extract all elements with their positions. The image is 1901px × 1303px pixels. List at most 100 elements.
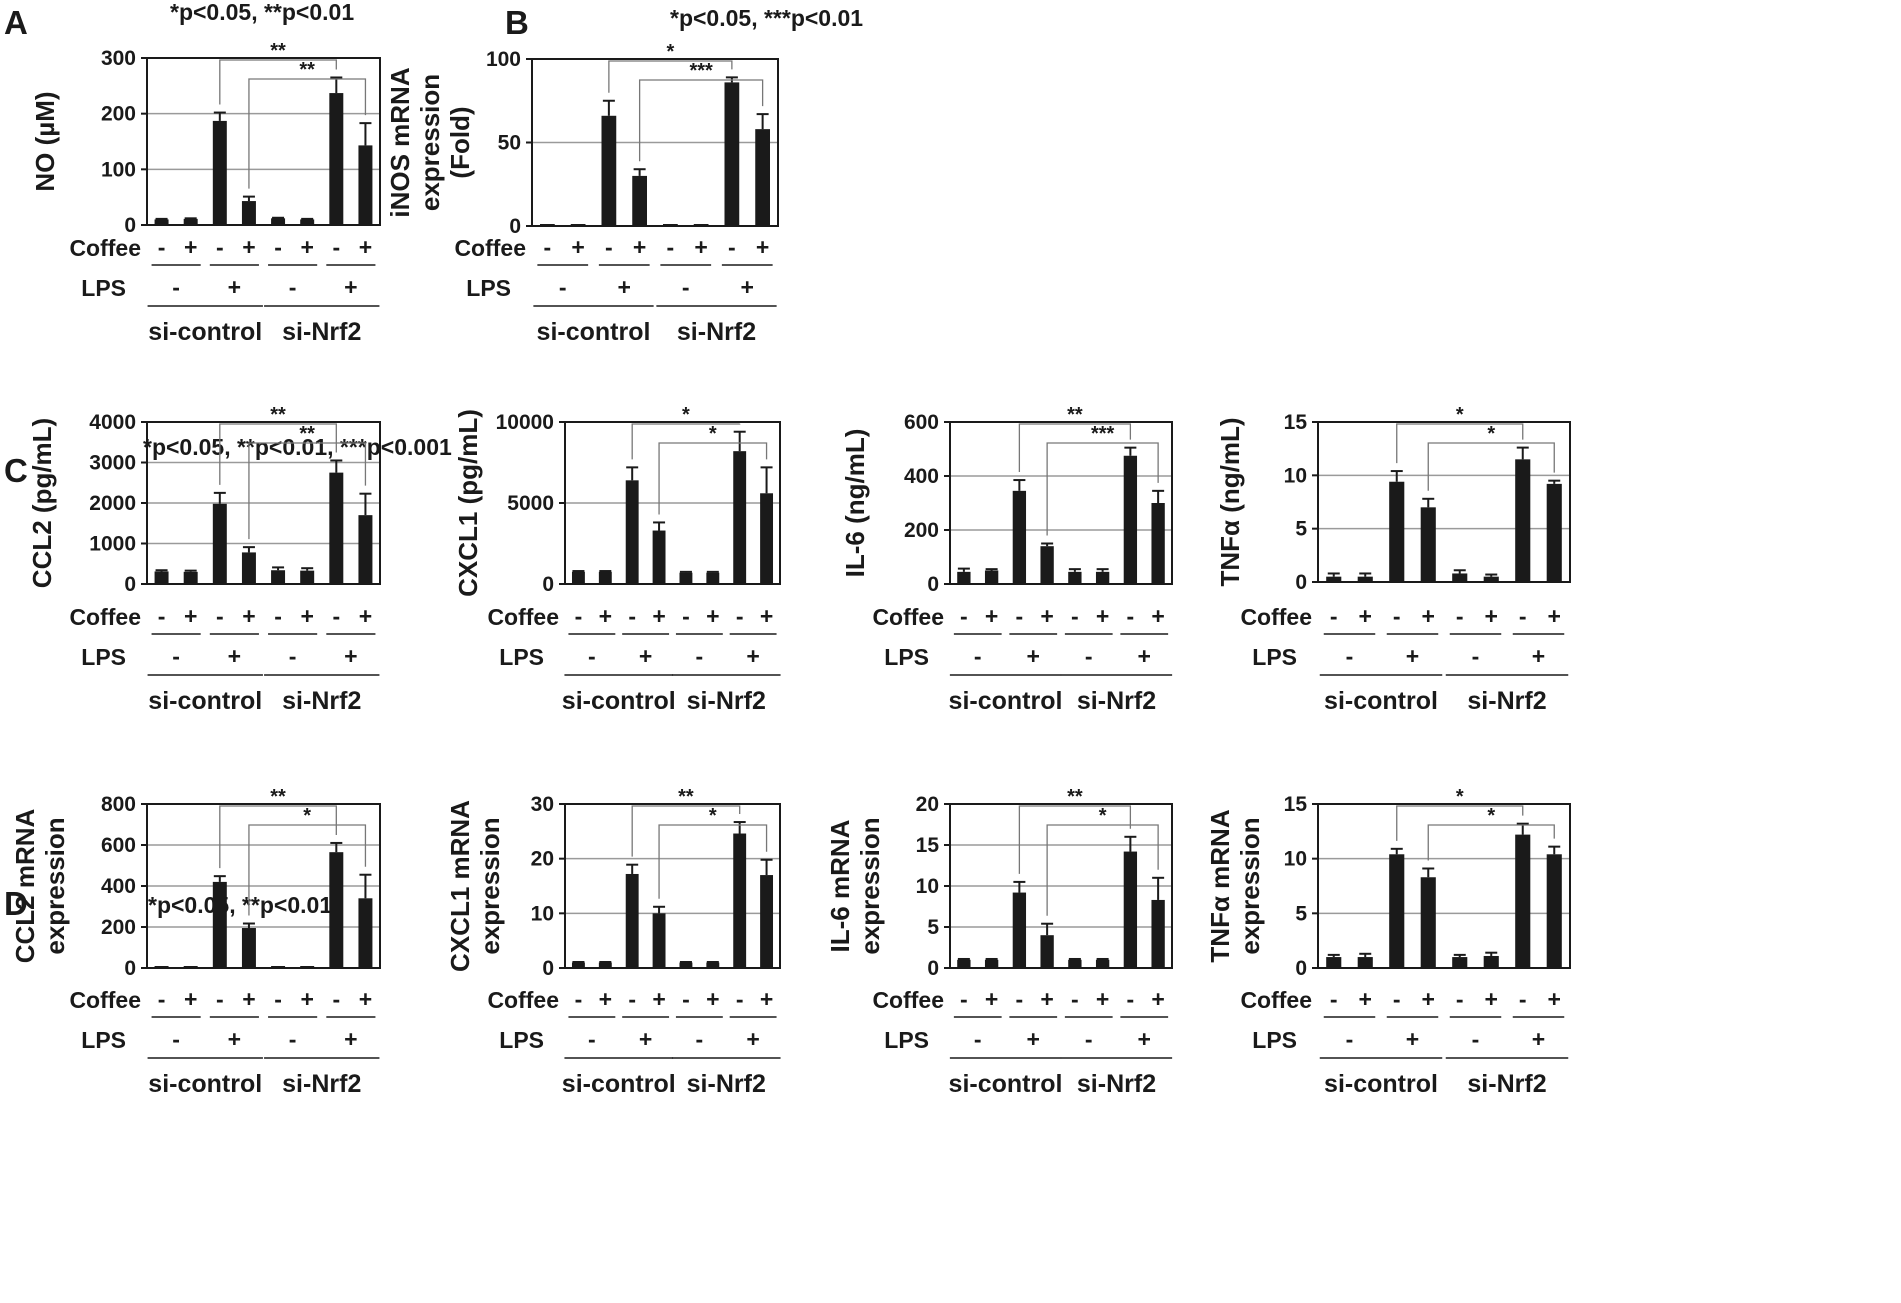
bar bbox=[652, 530, 666, 584]
bar bbox=[271, 570, 286, 584]
panel-letter-b: B bbox=[505, 4, 529, 41]
bar bbox=[1068, 571, 1082, 584]
bar bbox=[662, 224, 678, 226]
bar bbox=[1012, 892, 1027, 968]
significance-bracket bbox=[638, 79, 764, 162]
bar bbox=[1389, 854, 1405, 968]
group-label-si-nrf2: si-Nrf2 bbox=[687, 1070, 766, 1098]
bar bbox=[1483, 955, 1499, 968]
y-tick-label: 15 bbox=[1284, 411, 1308, 434]
bar bbox=[329, 93, 344, 225]
y-axis-label: TNFα mRNAexpression bbox=[1205, 809, 1265, 962]
significance-note-a: *p<0.05, **p<0.01 bbox=[170, 0, 354, 25]
y-tick-label: 10000 bbox=[496, 411, 554, 434]
coffee-plus-sign: + bbox=[184, 234, 197, 260]
group-label-si-nrf2: si-Nrf2 bbox=[1467, 687, 1546, 715]
y-axis-label: NO (µM) bbox=[30, 91, 60, 191]
y-tick-label: 4000 bbox=[89, 411, 136, 434]
coffee-plus-sign: + bbox=[652, 986, 665, 1012]
coffee-minus-sign: - bbox=[332, 986, 340, 1012]
coffee-minus-sign: - bbox=[1127, 603, 1135, 629]
y-tick-label: 0 bbox=[1295, 957, 1307, 980]
significance-bracket bbox=[248, 442, 367, 540]
y-tick-label: 0 bbox=[927, 957, 939, 980]
significance-bracket bbox=[1018, 805, 1132, 874]
coffee-minus-sign: - bbox=[158, 603, 166, 629]
bar bbox=[539, 224, 555, 226]
bar bbox=[329, 852, 344, 968]
y-tick-label: 10 bbox=[1284, 464, 1307, 487]
lps-minus-sign: - bbox=[1085, 1026, 1093, 1052]
significance-stars: * bbox=[1487, 423, 1495, 445]
lps-minus-sign: - bbox=[172, 1026, 180, 1052]
bar bbox=[625, 873, 639, 968]
coffee-minus-sign: - bbox=[1330, 986, 1338, 1012]
significance-bracket bbox=[658, 442, 768, 515]
coffee-plus-sign: + bbox=[694, 234, 707, 260]
bar bbox=[760, 875, 774, 968]
coffee-plus-sign: + bbox=[1096, 603, 1109, 629]
group-label-si-control: si-control bbox=[148, 318, 262, 346]
y-axis-label: TNFα (ng/mL) bbox=[1215, 417, 1245, 586]
significance-bracket bbox=[608, 60, 733, 93]
coffee-minus-sign: - bbox=[1330, 603, 1338, 629]
coffee-plus-sign: + bbox=[1422, 603, 1435, 629]
y-tick-label: 20 bbox=[531, 848, 554, 871]
y-tick-label: 0 bbox=[542, 573, 554, 596]
bar bbox=[571, 571, 585, 584]
y-axis-label-line: expression bbox=[475, 817, 505, 954]
bar bbox=[241, 928, 256, 968]
y-tick-label: 10 bbox=[916, 875, 939, 898]
coffee-plus-sign: + bbox=[1485, 603, 1498, 629]
significance-bracket bbox=[1046, 824, 1159, 916]
y-tick-label: 10 bbox=[531, 902, 554, 925]
bar bbox=[241, 201, 256, 225]
coffee-minus-sign: - bbox=[1393, 603, 1401, 629]
bar bbox=[1151, 899, 1165, 968]
y-axis-label-line: NO (µM) bbox=[30, 91, 60, 191]
group-label-si-control: si-control bbox=[949, 1070, 1063, 1098]
y-axis-label-line: CXCL1 mRNA bbox=[445, 800, 475, 972]
coffee-plus-sign: + bbox=[760, 603, 773, 629]
coffee-minus-sign: - bbox=[628, 986, 636, 1012]
bar bbox=[571, 962, 585, 968]
y-tick-label: 300 bbox=[101, 47, 136, 70]
group-label-si-nrf2: si-Nrf2 bbox=[1077, 1070, 1156, 1098]
lps-plus-sign: + bbox=[1532, 1026, 1545, 1052]
coffee-row-label: Coffee bbox=[69, 235, 141, 261]
bar bbox=[957, 571, 971, 584]
lps-row-label: LPS bbox=[1252, 644, 1297, 670]
lps-plus-sign: + bbox=[228, 274, 241, 300]
coffee-minus-sign: - bbox=[1393, 986, 1401, 1012]
coffee-plus-sign: + bbox=[571, 234, 584, 260]
significance-note-b: *p<0.05, ***p<0.01 bbox=[670, 5, 863, 31]
significance-note-c: *p<0.05, **p<0.01, ***p<0.001 bbox=[143, 434, 452, 460]
bar bbox=[1123, 455, 1138, 584]
lps-plus-sign: + bbox=[618, 274, 631, 300]
bar bbox=[154, 571, 169, 584]
coffee-plus-sign: + bbox=[184, 986, 197, 1012]
bar bbox=[1420, 507, 1436, 582]
y-axis-label-line: iNOS mRNA bbox=[385, 67, 415, 217]
lps-plus-sign: + bbox=[1138, 1026, 1151, 1052]
lps-plus-sign: + bbox=[228, 1026, 241, 1052]
lps-plus-sign: + bbox=[228, 643, 241, 669]
y-axis-label-line: expression bbox=[40, 817, 70, 954]
y-axis-label-line: expression bbox=[855, 817, 885, 954]
coffee-minus-sign: - bbox=[1456, 603, 1464, 629]
significance-stars: * bbox=[709, 805, 717, 827]
lps-minus-sign: - bbox=[289, 1026, 297, 1052]
y-tick-label: 2000 bbox=[89, 492, 136, 515]
y-tick-label: 400 bbox=[904, 465, 939, 488]
bar bbox=[598, 962, 612, 968]
coffee-minus-sign: - bbox=[274, 986, 282, 1012]
panel-letter-c: C bbox=[4, 452, 28, 489]
coffee-minus-sign: - bbox=[682, 603, 690, 629]
y-tick-label: 0 bbox=[509, 215, 521, 238]
y-tick-label: 10 bbox=[1284, 848, 1307, 871]
coffee-plus-sign: + bbox=[359, 234, 372, 260]
